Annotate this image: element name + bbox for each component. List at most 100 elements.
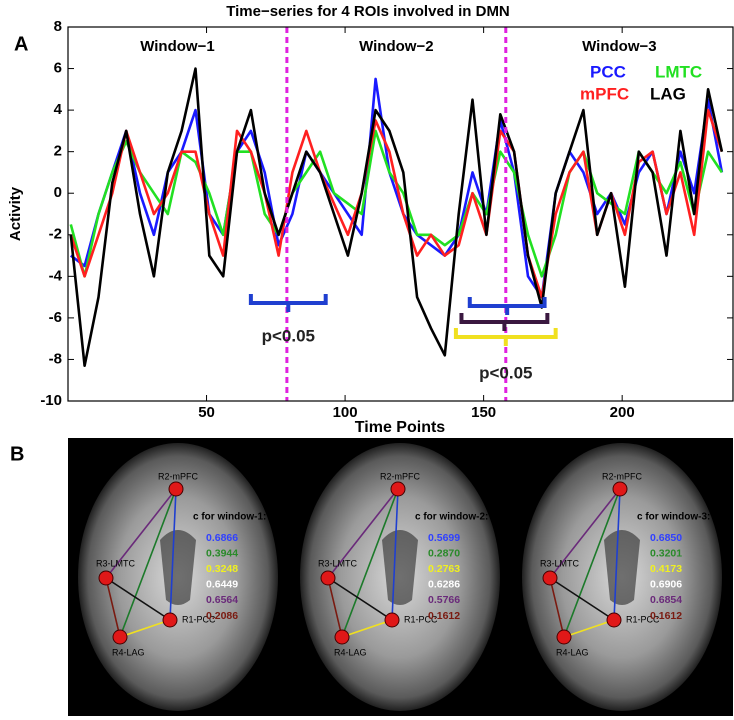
connectivity-value: 0.6854: [650, 594, 682, 606]
y-tick-label: -6: [49, 309, 62, 326]
roi-label: R2-mPFC: [158, 471, 198, 481]
x-tick-label: 150: [471, 404, 496, 421]
window-label: Window−3: [582, 38, 656, 55]
annotation-text: p<0.05: [262, 326, 315, 345]
connectivity-value: 0.2086: [206, 610, 238, 622]
series-line: [69, 108, 724, 299]
ventricle: [604, 530, 640, 605]
roi-label: R1-PCC: [626, 614, 660, 624]
roi-label: R4-LAG: [556, 647, 589, 657]
connection-edge: [119, 619, 171, 638]
ventricle: [160, 530, 196, 605]
connectivity-value: 0.3944: [206, 547, 238, 559]
roi-node: [112, 629, 128, 645]
connection-edge: [391, 488, 399, 621]
connection-edge: [549, 577, 565, 638]
connectivity-value: 0.1612: [428, 610, 460, 622]
connection-edge: [105, 577, 121, 638]
roi-node: [542, 570, 558, 586]
connectivity-value: 0.6449: [206, 579, 238, 591]
connectivity-value: 0.6906: [650, 579, 682, 591]
connectivity-value: 0.5766: [428, 594, 460, 606]
connection-edge: [105, 488, 177, 579]
plot-frame: [67, 26, 734, 402]
roi-label: R1-PCC: [182, 614, 216, 624]
roi-node: [168, 481, 184, 497]
significance-bracket: [467, 297, 547, 315]
roi-label: R2-mPFC: [602, 471, 642, 481]
window-heading: c for window-3:: [637, 512, 710, 523]
y-axis-label: Activity: [7, 186, 24, 241]
connection-edge: [119, 488, 177, 638]
roi-label: R4-LAG: [112, 647, 145, 657]
connectivity-value: 0.2870: [428, 547, 460, 559]
y-tick-label: 8: [54, 18, 62, 35]
connectivity-value: 0.6850: [650, 532, 682, 544]
connection-edge: [563, 488, 621, 638]
y-tick-label: 2: [54, 143, 62, 160]
legend-entry: LAG: [650, 84, 686, 103]
roi-node: [320, 570, 336, 586]
legend-entry: LMTC: [655, 62, 702, 81]
roi-label: R3-LMTC: [96, 558, 136, 568]
connectivity-value: 0.4173: [650, 563, 682, 575]
roi-node: [98, 570, 114, 586]
connectivity-value: 0.3201: [650, 547, 682, 559]
y-tick-label: 6: [54, 60, 62, 77]
series-line: [69, 67, 724, 367]
connection-edge: [341, 488, 399, 638]
window-label: Window−2: [359, 38, 433, 55]
significance-bracket: [453, 328, 558, 346]
window-label: Window−1: [140, 38, 214, 55]
panel-label: A: [14, 33, 28, 55]
roi-node: [612, 481, 628, 497]
connection-edge: [105, 577, 171, 621]
ventricle: [382, 530, 418, 605]
chart-title: Time−series for 4 ROIs involved in DMN: [226, 3, 510, 20]
x-tick-label: 50: [198, 404, 215, 421]
x-axis-label: Time Points: [355, 419, 445, 436]
y-tick-label: -2: [49, 226, 62, 243]
y-tick-label: -10: [40, 392, 62, 409]
window-heading: c for window-1:: [193, 512, 266, 523]
roi-node: [390, 481, 406, 497]
connectivity-value: 0.3248: [206, 563, 238, 575]
roi-node: [334, 629, 350, 645]
connection-edge: [169, 488, 177, 621]
roi-label: R4-LAG: [334, 647, 367, 657]
window-heading: c for window-2:: [415, 512, 488, 523]
y-tick-label: 0: [54, 184, 62, 201]
roi-label: R3-LMTC: [540, 558, 580, 568]
connection-edge: [613, 488, 621, 621]
roi-node: [384, 612, 400, 628]
significance-bracket: [459, 313, 550, 331]
roi-node: [162, 612, 178, 628]
roi-node: [556, 629, 572, 645]
roi-label: R2-mPFC: [380, 471, 420, 481]
connection-edge: [327, 488, 399, 579]
connectivity-value: 0.6866: [206, 532, 238, 544]
connection-edge: [563, 619, 615, 638]
connectivity-value: 0.6286: [428, 579, 460, 591]
connection-edge: [327, 577, 343, 638]
y-tick-label: 4: [54, 101, 63, 118]
connectivity-value: 0.2763: [428, 563, 460, 575]
connectivity-value: 0.1612: [650, 610, 682, 622]
significance-bracket: [248, 294, 328, 312]
y-tick-label: -4: [49, 267, 63, 284]
connection-edge: [341, 619, 393, 638]
roi-label: R3-LMTC: [318, 558, 358, 568]
roi-label: R1-PCC: [404, 614, 438, 624]
connection-edge: [327, 577, 393, 621]
panel-label: B: [10, 443, 24, 465]
legend-entry: PCC: [590, 62, 626, 81]
connectivity-value: 0.5699: [428, 532, 460, 544]
legend-entry: mPFC: [580, 84, 629, 103]
connection-edge: [549, 488, 621, 579]
x-tick-label: 100: [333, 404, 358, 421]
connectivity-value: 0.6564: [206, 594, 238, 606]
roi-node: [606, 612, 622, 628]
connection-edge: [549, 577, 615, 621]
annotation-text: p<0.05: [479, 363, 532, 382]
